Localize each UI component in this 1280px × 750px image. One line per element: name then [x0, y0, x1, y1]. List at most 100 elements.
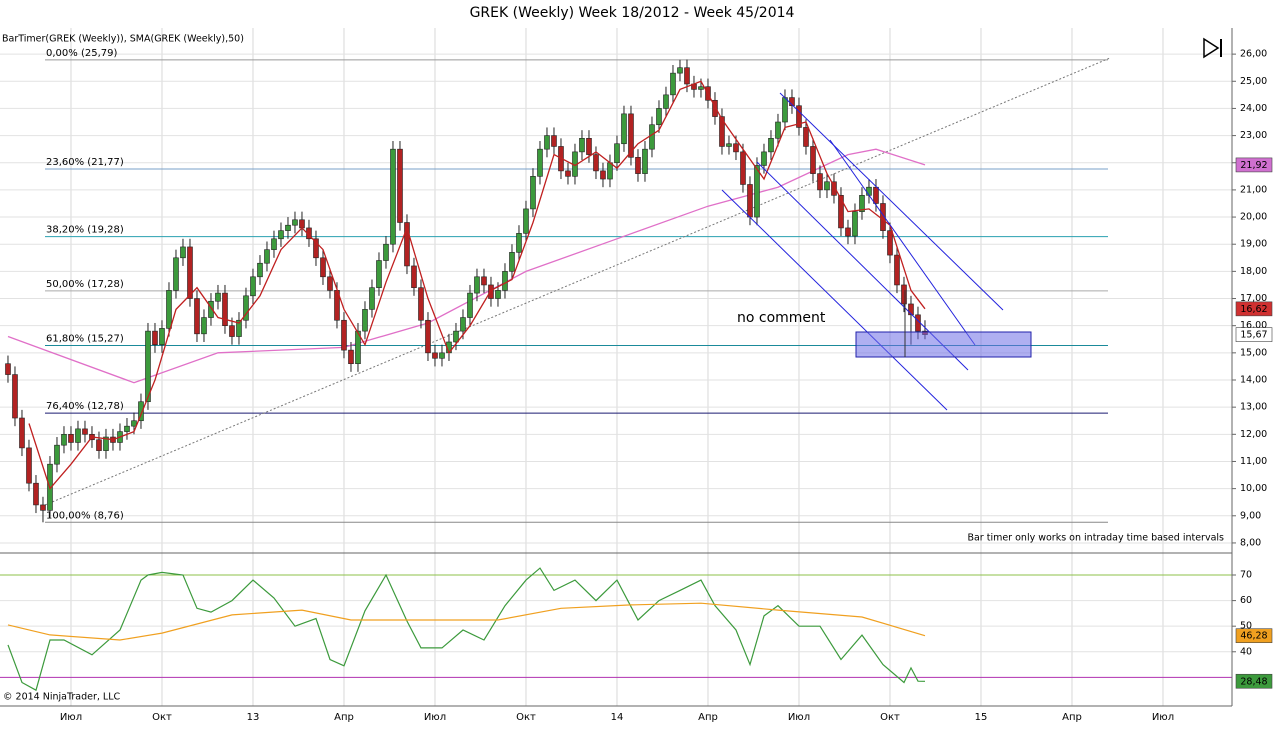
- candle-body: [642, 148, 648, 174]
- candle-body: [810, 146, 816, 174]
- candle-body: [831, 181, 837, 196]
- y-tick-label: 26,00: [1240, 49, 1267, 60]
- candle-body: [404, 222, 410, 267]
- candle-body: [187, 246, 193, 299]
- candle-body: [362, 309, 368, 332]
- x-tick-label: Апр: [334, 712, 354, 723]
- candle-body: [747, 184, 753, 218]
- fib-label: 76,40% (12,78): [46, 401, 124, 412]
- candle-body: [369, 287, 375, 310]
- y-tick-label: 60: [1240, 595, 1252, 606]
- candle-body: [292, 219, 298, 226]
- fib-label: 100,00% (8,76): [46, 510, 124, 521]
- candle-body: [481, 276, 487, 286]
- candle-body: [166, 290, 172, 329]
- candle-body: [54, 444, 60, 465]
- grid: [0, 28, 1232, 706]
- candle-body: [40, 504, 46, 511]
- candle-body: [698, 86, 704, 90]
- candle-body: [68, 434, 74, 443]
- candle-body: [838, 195, 844, 229]
- x-tick-label: Апр: [698, 712, 718, 723]
- price-tag-label: 28,48: [1240, 676, 1267, 687]
- candle-body: [474, 276, 480, 294]
- candle-body: [803, 127, 809, 147]
- candle-body: [649, 124, 655, 150]
- y-tick-label: 21,00: [1240, 184, 1267, 195]
- candle-body: [313, 238, 319, 259]
- price-tag: [1235, 301, 1273, 317]
- candle-body: [901, 284, 907, 305]
- candle-body: [894, 254, 900, 286]
- candle-body: [320, 257, 326, 278]
- candle-body: [26, 447, 32, 484]
- candle-body: [873, 186, 879, 204]
- channel-line: [721, 189, 948, 411]
- candle-body: [229, 325, 235, 337]
- candle-body: [201, 317, 207, 335]
- price-tag: [1235, 628, 1273, 644]
- y-tick-label: 17,00: [1240, 293, 1267, 304]
- price-tag: [1235, 673, 1273, 689]
- price-tag: [1235, 157, 1273, 173]
- fib-label: 50,00% (17,28): [46, 279, 124, 290]
- series-line: [7, 602, 926, 641]
- candle-body: [614, 143, 620, 164]
- candle-body: [138, 401, 144, 422]
- candle-body: [670, 72, 676, 96]
- candle-body: [432, 352, 438, 359]
- candle-body: [390, 148, 396, 245]
- fib-label: 38,20% (19,28): [46, 225, 124, 236]
- fib-label: 0,00% (25,79): [46, 48, 117, 59]
- candle-body: [271, 238, 277, 250]
- candle-body: [719, 116, 725, 147]
- x-tick-label: Июл: [424, 712, 446, 723]
- candle-body: [418, 287, 424, 321]
- copyright: © 2014 NinjaTrader, LLC: [3, 692, 120, 703]
- candle-body: [348, 349, 354, 365]
- candle-body: [467, 292, 473, 318]
- candle-body: [222, 292, 228, 326]
- series-line: [7, 148, 926, 384]
- x-tick-label: 14: [611, 712, 624, 723]
- candle-body: [278, 230, 284, 240]
- candle-body: [495, 290, 501, 299]
- candle-body: [103, 436, 109, 451]
- candle-body: [173, 257, 179, 291]
- candle-body: [243, 295, 249, 321]
- candle-body: [733, 143, 739, 153]
- candle-body: [453, 330, 459, 343]
- candle-body: [523, 208, 529, 234]
- candle-body: [621, 113, 627, 145]
- y-tick-label: 23,00: [1240, 130, 1267, 141]
- play-icon[interactable]: [1203, 37, 1220, 59]
- candle-body: [775, 121, 781, 139]
- candle-body: [145, 330, 151, 403]
- price-tag-label: 21,92: [1240, 160, 1267, 171]
- y-tick-label: 12,00: [1240, 429, 1267, 440]
- candle-body: [754, 165, 760, 218]
- candle-body: [96, 439, 102, 451]
- candle-body: [607, 162, 613, 180]
- candle-body: [75, 428, 81, 443]
- candle-body: [768, 138, 774, 153]
- x-tick-label: 13: [247, 712, 260, 723]
- candle-body: [194, 298, 200, 335]
- indicator-caption: BarTimer(GREK (Weekly)), SMA(GREK (Weekl…: [2, 34, 244, 45]
- candle-body: [124, 425, 130, 432]
- candle-body: [579, 138, 585, 153]
- candle-body: [285, 224, 291, 231]
- price-tag-label: 15,67: [1240, 330, 1267, 341]
- candle-body: [180, 246, 186, 259]
- candle-body: [817, 173, 823, 191]
- x-tick-label: Июл: [60, 712, 82, 723]
- play-button[interactable]: [1203, 37, 1222, 59]
- candle-body: [656, 108, 662, 126]
- candle-body: [383, 243, 389, 261]
- candle-body: [516, 233, 522, 253]
- x-tick-label: Июл: [1152, 712, 1174, 723]
- candle-body: [684, 67, 690, 85]
- y-tick-label: 14,00: [1240, 375, 1267, 386]
- x-tick-label: Окт: [516, 712, 536, 723]
- candle-body: [19, 417, 25, 449]
